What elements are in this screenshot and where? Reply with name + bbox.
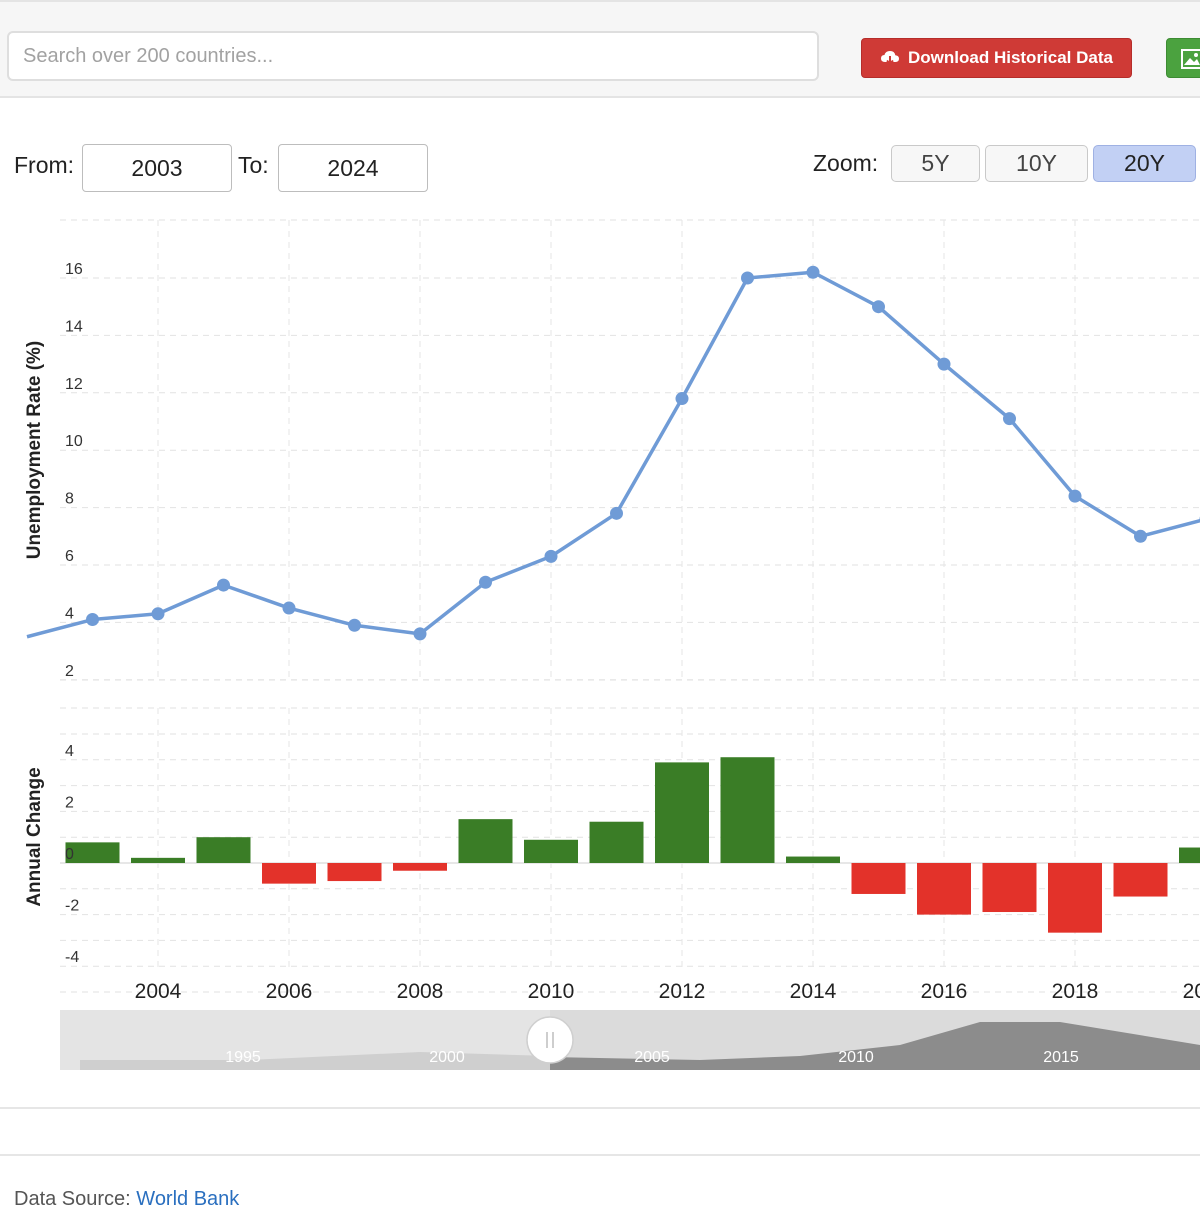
y-tick-label: 12 [65, 376, 83, 393]
x-tick-label: 2016 [921, 980, 968, 1003]
data-point [938, 358, 951, 371]
y-axis-title-unemployment: Unemployment Rate (%) [24, 341, 45, 560]
y-tick-label: 16 [65, 261, 83, 278]
from-year-input[interactable] [82, 144, 232, 192]
data-point [414, 627, 427, 640]
y-tick-label: 0 [65, 846, 74, 863]
search-input[interactable] [7, 31, 819, 81]
zoom-label: Zoom: [813, 150, 878, 177]
y-tick-label: 14 [65, 318, 83, 335]
x-tick-label: 2010 [528, 980, 575, 1003]
data-point [348, 619, 361, 632]
data-point [479, 576, 492, 589]
y-tick-label: 2 [65, 794, 74, 811]
zoom-10y-button[interactable]: 10Y [985, 145, 1088, 182]
download-historical-data-button[interactable]: Download Historical Data [861, 38, 1132, 78]
footer-divider [0, 1107, 1200, 1109]
data-point [545, 550, 558, 563]
y-tick-label: -4 [65, 949, 79, 966]
navigator-handle [527, 1017, 573, 1063]
annual-change-bar [197, 837, 251, 863]
annual-change-bar [1179, 848, 1200, 863]
navigator-year-label: 2005 [634, 1049, 670, 1066]
data-point [1069, 490, 1082, 503]
data-point [1003, 412, 1016, 425]
zoom-5y-button[interactable]: 5Y [891, 145, 980, 182]
x-tick-label: 2014 [790, 980, 837, 1003]
y-tick-label: 8 [65, 491, 74, 508]
to-year-input[interactable] [278, 144, 428, 192]
y-tick-label: 4 [65, 743, 74, 760]
annual-change-bars [66, 757, 1200, 932]
data-point [86, 613, 99, 626]
unemployment-series-line [27, 272, 1200, 636]
source-link[interactable]: World Bank [136, 1188, 239, 1210]
navigator-year-label: 1995 [225, 1049, 261, 1066]
annual-change-bar [786, 857, 840, 863]
source-label: Data Source: [14, 1188, 131, 1210]
data-point [152, 607, 165, 620]
annual-change-bar [131, 858, 185, 863]
annual-change-bar [655, 762, 709, 863]
annual-change-bar [459, 819, 513, 863]
download-label: Download Historical Data [908, 48, 1113, 68]
footer-divider-2 [0, 1154, 1200, 1156]
annual-change-bar [262, 863, 316, 884]
navigator-year-label: 2015 [1043, 1049, 1079, 1066]
x-tick-label: 2012 [659, 980, 706, 1003]
x-tick-label: 2004 [135, 980, 182, 1003]
from-label: From: [14, 152, 74, 179]
data-point [872, 300, 885, 313]
y-tick-label: 10 [65, 433, 83, 450]
data-point [217, 579, 230, 592]
navigator-year-label: 2010 [838, 1049, 874, 1066]
annual-change-bar [590, 822, 644, 863]
annual-change-bar [1048, 863, 1102, 933]
annual-change-bar [983, 863, 1037, 912]
annual-change-bar [328, 863, 382, 881]
data-point [807, 266, 820, 279]
x-tick-label: 2018 [1052, 980, 1099, 1003]
cloud-download-icon [880, 49, 900, 67]
zoom-20y-button[interactable]: 20Y [1093, 145, 1196, 182]
data-point [283, 602, 296, 615]
data-point [676, 392, 689, 405]
annual-change-bar [524, 840, 578, 863]
y-tick-label: -2 [65, 898, 79, 915]
top-chart-grid [60, 220, 1200, 680]
y-axis-title-annual-change: Annual Change [24, 767, 45, 906]
annual-change-bar [917, 863, 971, 915]
to-label: To: [238, 152, 269, 179]
unemployment-line [27, 266, 1200, 641]
y-tick-label: 2 [65, 663, 74, 680]
y-tick-label: 4 [65, 605, 74, 622]
export-image-button[interactable] [1166, 38, 1200, 78]
y-tick-label: 6 [65, 548, 74, 565]
annual-change-bar [721, 757, 775, 863]
unemployment-chart: 2 4 6 8 10 12 14 16 -4 -2 0 2 4 2004 2006 2008 2010 2012 2… [0, 200, 1200, 1080]
data-point [1134, 530, 1147, 543]
annual-change-bar [852, 863, 906, 894]
data-point [610, 507, 623, 520]
range-navigator[interactable]: 1995 2000 2005 2010 2015 [60, 1010, 1200, 1070]
x-tick-label: 2008 [397, 980, 444, 1003]
x-tick-label: 2006 [266, 980, 313, 1003]
annual-change-bar [1114, 863, 1168, 897]
image-icon [1181, 49, 1200, 69]
toolbar: Download Historical Data [0, 0, 1200, 98]
navigator-year-label: 2000 [429, 1049, 465, 1066]
annual-change-bar [393, 863, 447, 871]
x-tick-label: 2020 [1183, 980, 1200, 1003]
data-point [741, 272, 754, 285]
data-source: Data Source: World Bank [14, 1188, 239, 1211]
